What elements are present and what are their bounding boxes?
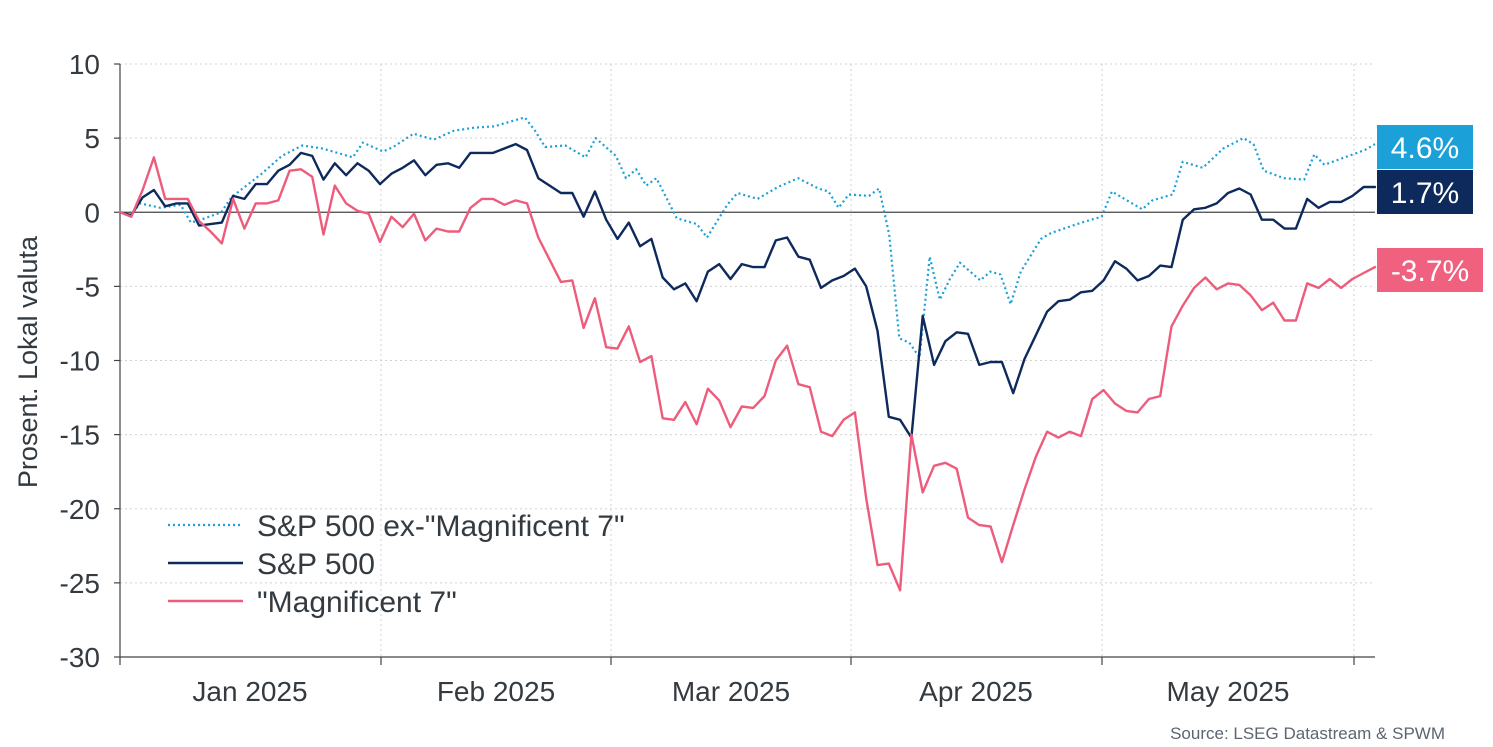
y-tick-label: -30 <box>60 642 100 673</box>
end-label-box-mag7 <box>1377 248 1483 292</box>
end-label-mag7: -3.7% <box>1391 255 1469 288</box>
y-tick-label: -15 <box>60 420 100 451</box>
legend: S&P 500 ex-"Magnificent 7" S&P 500 "Magn… <box>168 510 625 619</box>
y-axis-ticks: 10 5 0 -5 -10 -15 -20 -25 -30 <box>60 49 120 673</box>
x-tick-label: Mar 2025 <box>672 676 790 707</box>
legend-label-sp500: S&P 500 <box>257 548 375 581</box>
series-layer <box>118 116 1377 592</box>
x-tick-label: Feb 2025 <box>437 676 555 707</box>
y-tick-label: -10 <box>60 346 100 377</box>
series-sp500 <box>118 142 1377 439</box>
legend-label-mag7: "Magnificent 7" <box>257 586 457 619</box>
end-labels: 4.6% 1.7% -3.7% <box>1377 125 1483 292</box>
source-note: Source: LSEG Datastream & SPWM <box>1170 724 1445 743</box>
x-tick-label: Jan 2025 <box>192 676 307 707</box>
y-tick-label: 10 <box>69 49 100 80</box>
y-tick-label: 5 <box>84 123 100 154</box>
series-mag7 <box>118 156 1377 592</box>
y-axis-title: Prosent. Lokal valuta <box>13 235 43 488</box>
end-label-box-sp500-ex-mag7 <box>1377 125 1473 169</box>
end-label-box-sp500 <box>1377 170 1473 214</box>
x-tick-label: Apr 2025 <box>919 676 1033 707</box>
x-tick-label: May 2025 <box>1167 676 1290 707</box>
end-label-sp500: 1.7% <box>1391 177 1459 210</box>
y-tick-label: -25 <box>60 568 100 599</box>
y-tick-label: 0 <box>84 197 100 228</box>
series-sp500-ex-mag7 <box>119 116 1376 359</box>
end-label-sp500-ex-mag7: 4.6% <box>1391 132 1459 165</box>
y-tick-label: -5 <box>75 271 100 302</box>
legend-label-sp500-ex-mag7: S&P 500 ex-"Magnificent 7" <box>257 510 625 543</box>
y-tick-label: -20 <box>60 494 100 525</box>
x-axis-ticks: Jan 2025 Feb 2025 Mar 2025 Apr 2025 May 2025 <box>119 657 1355 707</box>
